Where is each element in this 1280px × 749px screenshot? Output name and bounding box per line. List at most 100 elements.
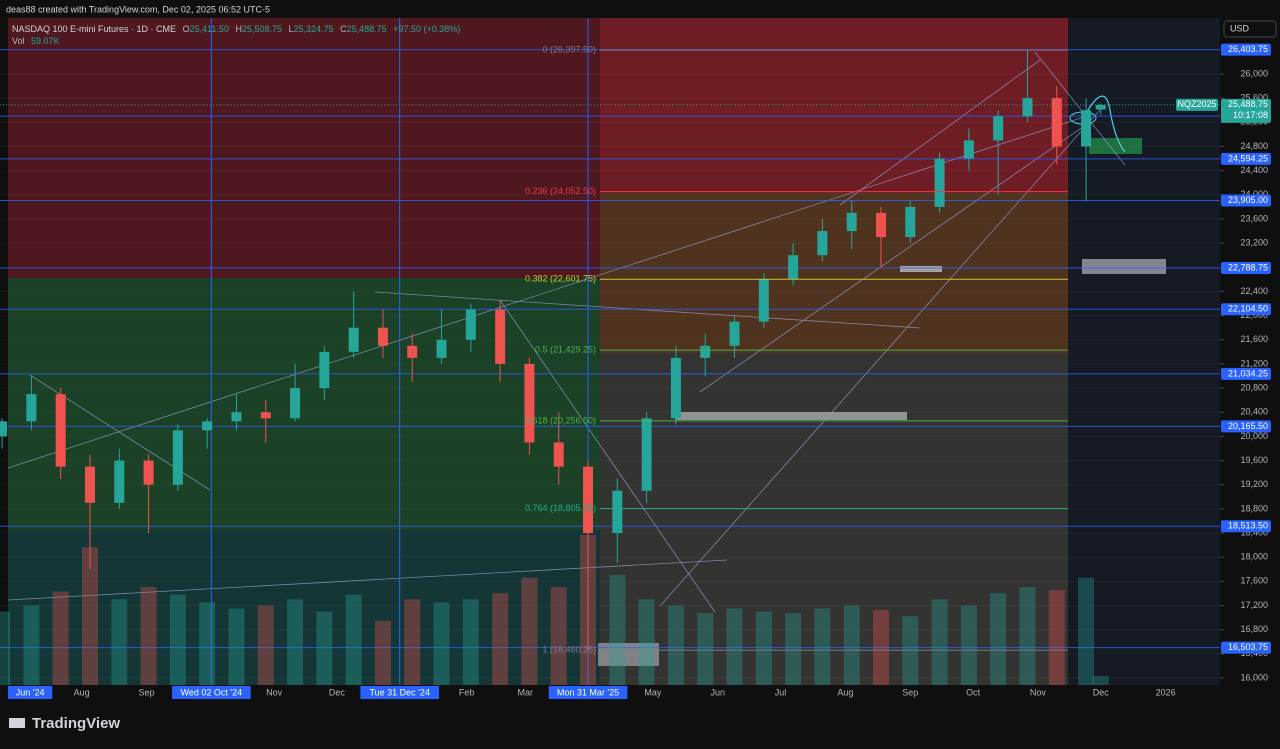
volume-bar (462, 599, 479, 685)
zone (8, 530, 600, 685)
volume-bar (521, 577, 538, 685)
y-tick-label: 24,000 (1240, 189, 1268, 199)
volume-bar (638, 599, 655, 685)
candle-body (524, 363, 535, 443)
y-tick-label: 24,400 (1240, 165, 1268, 175)
x-tick-label: Dec (1093, 687, 1110, 697)
volume-bar (287, 599, 304, 685)
axis-layer: 16,00016,40016,80017,20017,60018,00018,4… (0, 18, 1280, 700)
price-tag-label: 16,503.75 (1228, 642, 1268, 652)
drawn-box (675, 412, 907, 420)
y-tick-label: 26,000 (1240, 68, 1268, 78)
volume-bar (667, 605, 684, 685)
fib-label: 0.236 (24,052.50) (525, 186, 596, 196)
price-tag (1221, 641, 1271, 654)
y-tick-label: 22,400 (1240, 286, 1268, 296)
volume-bar (814, 608, 831, 685)
volume-bar (52, 591, 69, 685)
candle-body (407, 345, 418, 358)
x-tick-label: Sep (138, 687, 154, 697)
fib-label: 1 (16,460.25) (542, 645, 596, 655)
date-tag (8, 686, 53, 699)
o: 25,411.50 (190, 24, 229, 34)
price-tag (1221, 303, 1271, 316)
c-label: C (340, 24, 347, 34)
candle-body (231, 412, 242, 422)
fib-label: 0.5 (21,429.25) (535, 344, 596, 354)
x-tick-label: Aug (837, 687, 853, 697)
price-tag-label: 22,104.50 (1228, 304, 1268, 314)
candle-body (55, 394, 66, 467)
countdown: 10:17:08 (1233, 110, 1268, 120)
volume-bar (111, 599, 128, 685)
zone (600, 18, 1068, 193)
zone (1068, 18, 1220, 685)
y-tick-label: 19,200 (1240, 479, 1268, 489)
x-tick-label: Sep (902, 687, 918, 697)
fib-label: 0 (26,397.50) (542, 44, 596, 54)
candle-body (670, 357, 681, 419)
price-tag (1221, 367, 1271, 380)
y-tick-label: 24,800 (1240, 141, 1268, 151)
fib-layer: 0 (26,397.50) 0.236 (24,052.50) 0.382 (22,… (525, 44, 1068, 655)
price-tag (1221, 43, 1271, 56)
y-tick-label: 16,800 (1240, 624, 1268, 634)
brand-logo (9, 718, 25, 728)
projection-arrow (1084, 95, 1126, 153)
candle-body (26, 394, 37, 422)
o-label: O (183, 24, 190, 34)
x-tick-label: Feb (459, 687, 475, 697)
symbol: NASDAQ 100 E-mini Futures · 1D · CME (12, 24, 176, 34)
date-tag (360, 686, 439, 699)
candle-body (934, 158, 945, 207)
vol-value: 59.07K (31, 36, 60, 46)
tag-layer: 26,403.7525,303.5024,594.2523,905.0022,7… (1176, 43, 1271, 654)
volume-bar (1092, 675, 1109, 685)
candle-body (875, 212, 886, 238)
candle-body (319, 351, 330, 389)
date-tag (548, 686, 628, 699)
candle-body (436, 339, 447, 358)
drawn-box (1082, 259, 1166, 274)
price-tag-label: 21,034.25 (1228, 368, 1268, 378)
y-tick-label: 21,200 (1240, 358, 1268, 368)
y-tick-label: 25,600 (1240, 93, 1268, 103)
currency-box[interactable] (1223, 20, 1277, 38)
currency[interactable]: USD (1230, 23, 1250, 33)
legend: NASDAQ 100 E-mini Futures · 1D · CME O25… (12, 24, 460, 34)
y-tick-label: 18,000 (1240, 552, 1268, 562)
candle-body (993, 116, 1004, 141)
x-tick-label: Nov (1030, 687, 1047, 697)
y-tick-label: 18,800 (1240, 503, 1268, 513)
price-tag-label: 24,594.25 (1228, 153, 1268, 163)
candle-body (290, 388, 301, 419)
fib-label: 0.764 (18,805.25) (525, 503, 596, 513)
volume-bar (550, 587, 567, 685)
volume-bar (374, 620, 391, 685)
volume-bar (697, 613, 714, 685)
fib-label: 0.382 (22,601.75) (525, 274, 596, 284)
brand: TradingView (9, 715, 120, 732)
l-label: L (289, 24, 294, 34)
symbol-tag (1176, 98, 1218, 111)
volume-bar (257, 605, 274, 685)
candle-body (1022, 98, 1033, 117)
h: 25,508.75 (242, 24, 282, 34)
symbol-tag-label: NQZ2025 (1177, 99, 1216, 109)
drawn-box (598, 643, 659, 666)
candle-body (963, 140, 974, 159)
candle-body (495, 309, 506, 364)
x-tick-label: Jun (711, 687, 726, 697)
x-tick-label: May (644, 687, 662, 697)
h-label: H (235, 24, 242, 34)
l: 25,324.75 (294, 24, 334, 34)
volume-bar (316, 611, 333, 685)
volume-bar (726, 608, 743, 685)
date-tag (172, 686, 251, 699)
volume-bar (1048, 590, 1065, 685)
volume-bar (785, 613, 802, 685)
volume-bar (492, 593, 509, 685)
price-tag-label: 20,165.50 (1228, 421, 1268, 431)
price-tag-label: 26,403.75 (1228, 44, 1268, 54)
